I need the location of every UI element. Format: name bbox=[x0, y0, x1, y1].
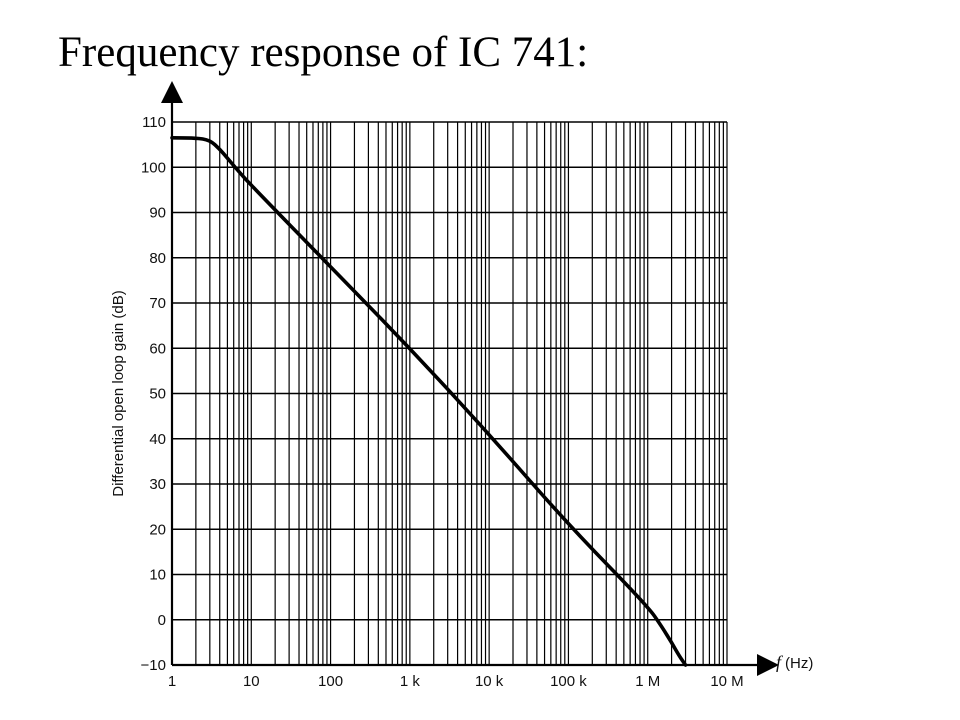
x-tick-label: 100 bbox=[318, 673, 343, 690]
y-axis-title: Differential open loop gain (dB) bbox=[110, 290, 127, 497]
x-tick-label: 1 bbox=[168, 673, 176, 690]
series-line-gain bbox=[170, 136, 688, 667]
x-tick-label: 100 k bbox=[550, 673, 587, 690]
x-axis-unit: (Hz) bbox=[785, 655, 813, 672]
y-tick-label: 20 bbox=[149, 521, 166, 538]
y-tick-label: 110 bbox=[142, 114, 166, 131]
x-tick-label: 10 bbox=[243, 673, 260, 690]
axis-titles: Differential open loop gain (dB) f (Hz) bbox=[110, 290, 813, 672]
y-tick-label: −10 bbox=[141, 657, 166, 674]
y-tick-label: 0 bbox=[158, 612, 166, 629]
y-tick-label: 30 bbox=[149, 476, 166, 493]
axes bbox=[161, 81, 779, 676]
y-tick-label: 80 bbox=[149, 250, 166, 267]
y-tick-label: 10 bbox=[149, 567, 166, 584]
x-tick-label: 10 M bbox=[710, 673, 743, 690]
y-tick-label: 100 bbox=[141, 159, 166, 176]
x-axis-variable: f bbox=[776, 652, 784, 672]
slide-title: Frequency response of IC 741: bbox=[58, 29, 589, 76]
grid bbox=[172, 121, 728, 666]
y-tick-label: 90 bbox=[149, 205, 166, 222]
y-tick-label: 50 bbox=[149, 386, 166, 403]
x-axis-title: f (Hz) bbox=[776, 652, 813, 672]
x-tick-label: 10 k bbox=[475, 673, 504, 690]
y-tick-label: 60 bbox=[149, 340, 166, 357]
y-tick-label: 40 bbox=[149, 431, 166, 448]
x-tick-label: 1 M bbox=[635, 673, 660, 690]
x-tick-label: 1 k bbox=[400, 673, 421, 690]
y-tick-label: 70 bbox=[149, 295, 166, 312]
series-layer bbox=[170, 136, 688, 667]
